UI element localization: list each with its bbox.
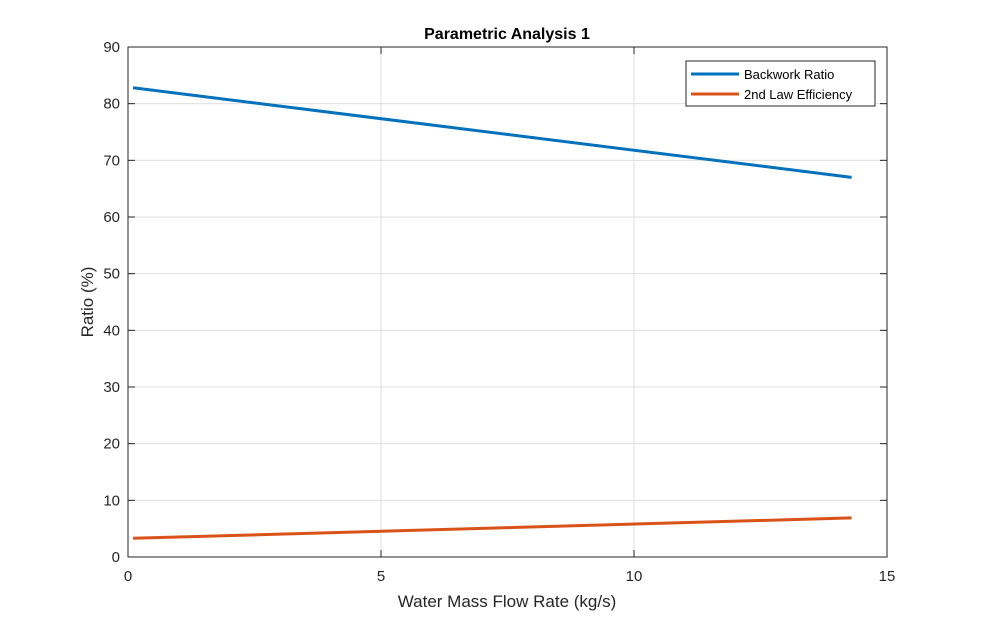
y-tick-label: 10 — [103, 492, 120, 509]
x-axis-label: Water Mass Flow Rate (kg/s) — [398, 592, 617, 611]
chart-title: Parametric Analysis 1 — [424, 26, 590, 43]
y-tick-label: 60 — [103, 209, 120, 226]
series-layer — [132, 86, 852, 540]
y-tick-label: 20 — [103, 436, 120, 453]
legend: Backwork Ratio 2nd Law Efficiency — [685, 60, 876, 107]
y-tick-label: 70 — [103, 152, 120, 169]
y-axis-label: Ratio (%) — [78, 267, 97, 338]
series-line-2nd-law-efficiency — [133, 516, 852, 540]
y-tick-label: 50 — [103, 266, 120, 283]
y-tick-label: 30 — [103, 379, 120, 396]
plot-area — [128, 47, 887, 557]
y-tick-label: 40 — [103, 322, 120, 339]
x-tick-label: 10 — [626, 568, 643, 585]
x-tick-label: 15 — [879, 568, 896, 585]
x-tick-label: 0 — [124, 568, 132, 585]
legend-box — [685, 60, 876, 107]
legend-label: 2nd Law Efficiency — [744, 87, 853, 102]
axis-ticks: 0 5 10 15 0 10 20 30 40 50 60 70 80 90 — [103, 39, 895, 585]
y-tick-label: 80 — [103, 96, 120, 113]
y-tick-label: 0 — [112, 549, 120, 566]
x-tick-label: 5 — [377, 568, 385, 585]
series-line-backwork-ratio — [132, 86, 852, 179]
y-tick-label: 90 — [103, 39, 120, 56]
legend-label: Backwork Ratio — [744, 67, 834, 82]
plot-frame — [127, 46, 888, 558]
